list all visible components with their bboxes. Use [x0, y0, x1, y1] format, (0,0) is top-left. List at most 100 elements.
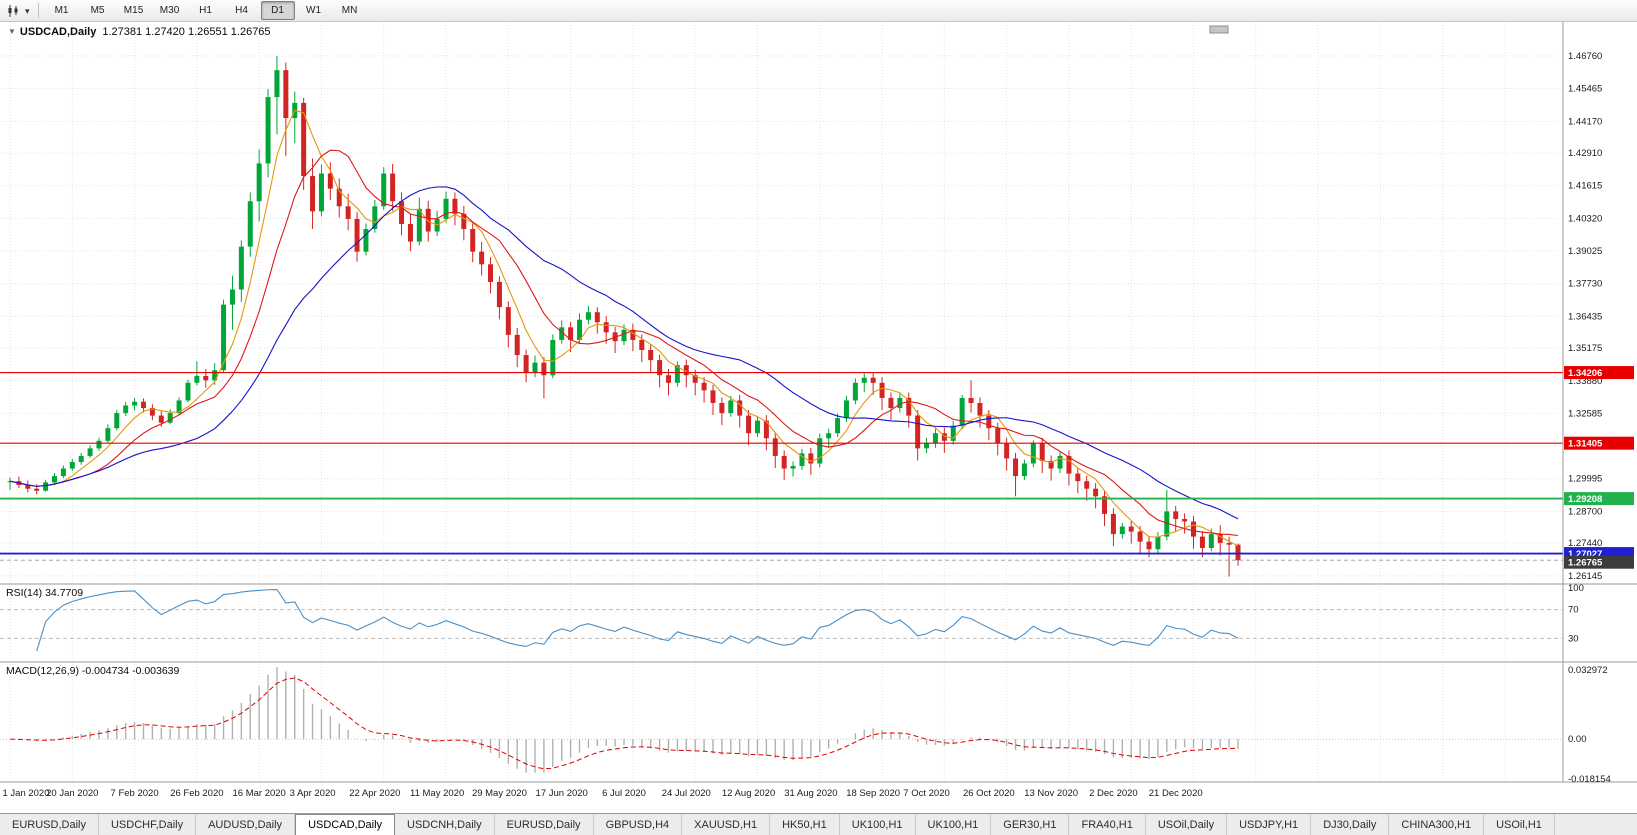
- candle-body: [1146, 541, 1152, 550]
- ma-fast-line: [9, 109, 1239, 547]
- candle-body: [87, 448, 93, 456]
- candle-body: [915, 415, 921, 449]
- chart-tab-xauusd-h1[interactable]: XAUUSD,H1: [682, 814, 771, 835]
- svg-text:1.29995: 1.29995: [1568, 474, 1602, 485]
- candle-body: [950, 425, 956, 441]
- timeframe-button-mn[interactable]: MN: [341, 5, 358, 16]
- macd-pane: 0.032972 0.00 -0.018154: [0, 665, 1611, 785]
- candle-body: [60, 468, 66, 477]
- chart-tab-usdcnh-daily[interactable]: USDCNH,Daily: [395, 814, 495, 835]
- date-label: 18 Sep 2020: [846, 788, 900, 799]
- chart-type-caret-icon[interactable]: ▾: [25, 5, 30, 16]
- candle-body: [363, 228, 369, 252]
- chart-tab-ger30-h1[interactable]: GER30,H1: [991, 814, 1070, 835]
- candle-body: [114, 413, 120, 429]
- timeframe-button-d1[interactable]: D1: [260, 1, 295, 20]
- candle-body: [1110, 513, 1116, 535]
- svg-text:1.41615: 1.41615: [1568, 181, 1602, 192]
- chart-tab-usoil-daily[interactable]: USOil,Daily: [1145, 814, 1228, 835]
- candle-body: [212, 370, 218, 381]
- horizontal-lines: [0, 371, 1563, 561]
- timeframe-button-m15[interactable]: M15: [123, 5, 144, 16]
- chart-tab-gbpusd-h4[interactable]: GBPUSD,H4: [593, 814, 683, 835]
- chart-tab-usdcad-daily[interactable]: USDCAD,Daily: [295, 814, 396, 835]
- candle-body: [1226, 542, 1232, 545]
- candle-body: [932, 433, 938, 444]
- timeframe-button-w1[interactable]: W1: [306, 5, 322, 16]
- candle-body: [1066, 455, 1072, 474]
- svg-text:100: 100: [1568, 583, 1584, 594]
- candle-body: [835, 418, 841, 434]
- chart-type-icon[interactable]: [4, 3, 22, 19]
- chart-tab-eurusd-daily[interactable]: EURUSD,Daily: [0, 814, 99, 835]
- candle-body: [603, 322, 609, 333]
- candle-body: [781, 455, 787, 469]
- candle-body: [1173, 511, 1179, 519]
- timeframe-button-m5[interactable]: M5: [90, 5, 105, 16]
- svg-text:1.39025: 1.39025: [1568, 246, 1602, 257]
- candle-body: [728, 400, 734, 414]
- chart-tab-usdjpy-h1[interactable]: USDJPY,H1: [1227, 814, 1312, 835]
- candle-body: [221, 304, 227, 371]
- candle-body: [719, 402, 725, 414]
- candle-body: [621, 329, 627, 342]
- timeframe-button-m30[interactable]: M30: [159, 5, 180, 16]
- date-label: 12 Aug 2020: [722, 788, 775, 799]
- svg-text:1.32585: 1.32585: [1568, 408, 1602, 419]
- candle-body: [1137, 531, 1143, 542]
- chart-tab-uk100-h1[interactable]: UK100,H1: [839, 814, 916, 835]
- rsi-pane: 100 70 30: [0, 583, 1584, 652]
- timeframe-button-h1[interactable]: H1: [199, 5, 212, 16]
- svg-text:1.46760: 1.46760: [1568, 51, 1602, 62]
- candle-body: [96, 440, 102, 449]
- candle-body: [1030, 443, 1036, 464]
- chart-scrollbar-thumb[interactable]: [1209, 25, 1229, 34]
- chart-tab-hk50-h1[interactable]: HK50,H1: [770, 814, 840, 835]
- chart-tab-china300-h1[interactable]: CHINA300,H1: [1389, 814, 1485, 835]
- date-label: 20 Jan 2020: [46, 788, 98, 799]
- timeframe-button-h4[interactable]: H4: [235, 5, 248, 16]
- candle-body: [247, 201, 253, 247]
- candle-body: [327, 173, 333, 189]
- ma-medium-line: [9, 149, 1239, 537]
- candle-body: [1084, 481, 1090, 489]
- candle-body: [407, 223, 413, 242]
- chart-collapse-icon[interactable]: ▼: [8, 27, 16, 36]
- date-label: 17 Jun 2020: [536, 788, 588, 799]
- timeframe-button-m1[interactable]: M1: [54, 5, 69, 16]
- candle-body: [229, 289, 235, 305]
- chart-tab-fra40-h1[interactable]: FRA40,H1: [1069, 814, 1146, 835]
- candle-body: [568, 327, 574, 340]
- candle-body: [888, 397, 894, 409]
- candle-body: [746, 415, 752, 434]
- chart-tab-usoil-h1[interactable]: USOil,H1: [1484, 814, 1555, 835]
- candle-body: [140, 401, 146, 409]
- timeframe-group: M1 M5 M15 M30 H1 H4 D1 W1 MN: [44, 1, 368, 20]
- chart-tab-dj30-daily[interactable]: DJ30,Daily: [1311, 814, 1390, 835]
- candle-body: [167, 413, 173, 423]
- svg-text:1.34206: 1.34206: [1568, 368, 1602, 379]
- chart-tab-usdchf-daily[interactable]: USDCHF,Daily: [98, 814, 197, 835]
- candle-body: [452, 198, 458, 214]
- candle-body: [69, 461, 75, 469]
- chart-tab-eurusd-daily[interactable]: EURUSD,Daily: [494, 814, 594, 835]
- candles-layer: [7, 56, 1241, 577]
- date-label: 3 Apr 2020: [290, 788, 336, 799]
- chart-tab-uk100-h1[interactable]: UK100,H1: [915, 814, 992, 835]
- candle-body: [123, 405, 129, 414]
- candle-body: [1155, 536, 1161, 550]
- chart-tab-audusd-daily[interactable]: AUDUSD,Daily: [196, 814, 296, 835]
- candle-body: [1128, 526, 1134, 532]
- candle-body: [817, 438, 823, 464]
- date-label: 21 Dec 2020: [1149, 788, 1203, 799]
- candle-body: [1164, 511, 1170, 537]
- candle-body: [808, 453, 814, 464]
- candle-body: [256, 163, 262, 202]
- date-label: 26 Oct 2020: [963, 788, 1015, 799]
- chart-canvas[interactable]: 1.46760 1.45465 1.44170 1.42910 1.41615 1.403…: [0, 22, 1637, 813]
- candle-body: [443, 198, 449, 219]
- candle-body: [514, 334, 520, 356]
- candle-body: [336, 188, 342, 207]
- hline-price-tag: [1564, 492, 1634, 506]
- candle-body: [176, 400, 182, 414]
